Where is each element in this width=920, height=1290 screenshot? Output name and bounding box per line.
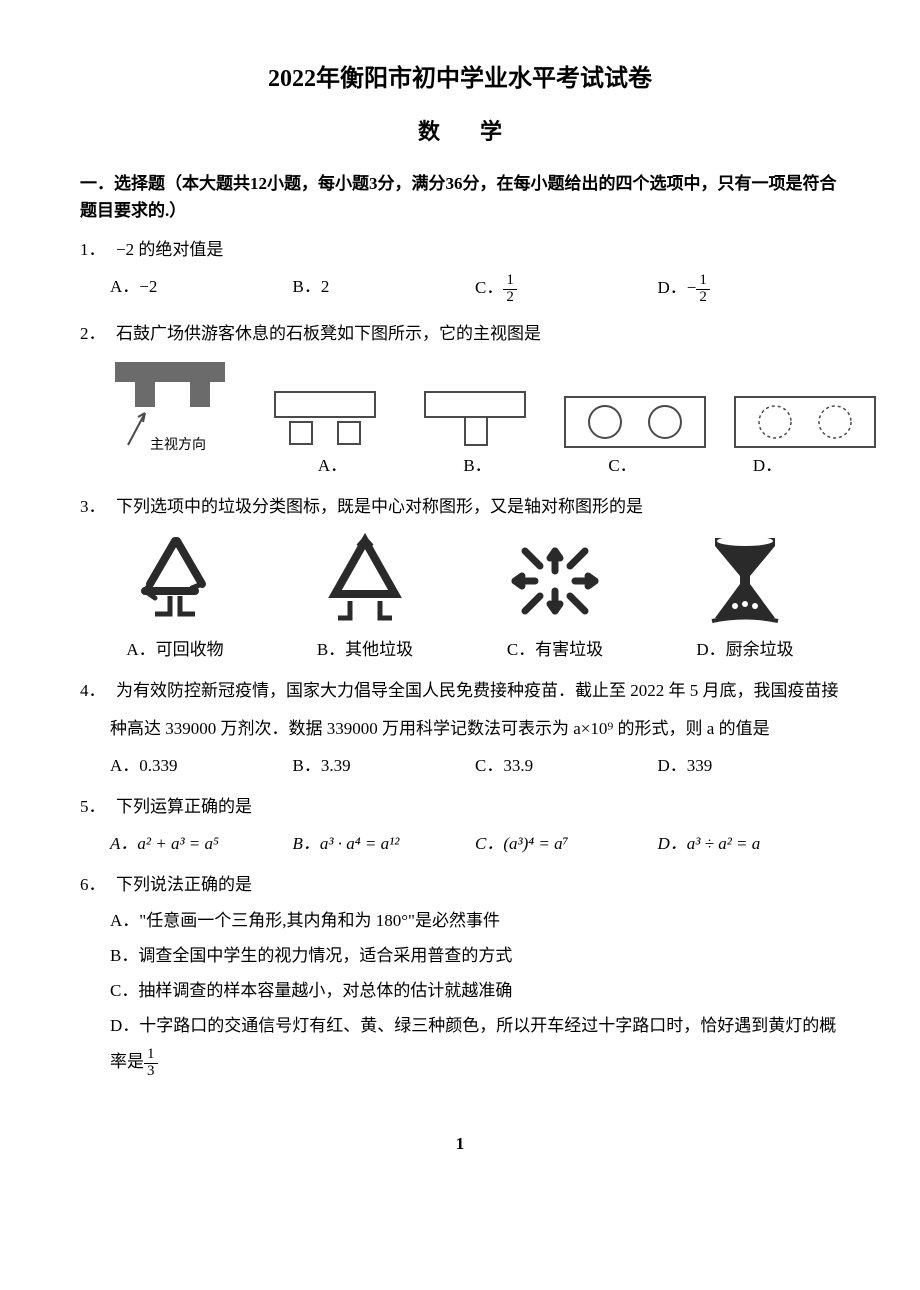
q6-stem: 下列说法正确的是 bbox=[116, 871, 252, 898]
q2-choice-c: C． bbox=[550, 452, 695, 479]
q4-stem1: 为有效防控新冠疫情，国家大力倡导全国人民免费接种疫苗．截止至 2022 年 5 … bbox=[116, 677, 839, 704]
q5-choice-d: D．a³ ÷ a² = a bbox=[658, 830, 841, 857]
q2-option-a-fig bbox=[260, 382, 390, 452]
question-6: 6． 下列说法正确的是 A．"任意画一个三角形,其内角和为 180°"是必然事件… bbox=[80, 871, 840, 1079]
q2-main-label: 主视方向 bbox=[150, 437, 206, 452]
q3-choice-b: B．其他垃圾 bbox=[317, 636, 413, 663]
subject-label: 数学 bbox=[80, 114, 840, 149]
q4-stem2: 种高达 339000 万剂次．数据 339000 万用科学记数法可表示为 a×1… bbox=[110, 715, 840, 742]
q2-main-figure: 主视方向 bbox=[110, 357, 240, 452]
q6-choice-d1: D．十字路口的交通信号灯有红、黄、绿三种颜色，所以开车经过十字路口时，恰好遇到黄… bbox=[110, 1012, 840, 1039]
question-5: 5． 下列运算正确的是 A．a² + a³ = a⁵ B．a³ · a⁴ = a… bbox=[80, 793, 840, 857]
question-4: 4． 为有效防控新冠疫情，国家大力倡导全国人民免费接种疫苗．截止至 2022 年… bbox=[80, 677, 840, 779]
q4-choice-d: D．339 bbox=[658, 752, 841, 779]
q2-choice-d: D． bbox=[695, 452, 840, 479]
q4-choice-b: B．3.39 bbox=[293, 752, 476, 779]
exam-title: 2022年衡阳市初中学业水平考试试卷 bbox=[80, 60, 840, 98]
q3-icon-c: C．有害垃圾 bbox=[460, 526, 650, 663]
question-2: 2． 石鼓广场供游客休息的石板凳如下图所示，它的主视图是 主视方向 A． B． bbox=[80, 320, 840, 479]
q1-choice-a: A．−2 bbox=[110, 273, 293, 306]
q5-stem: 下列运算正确的是 bbox=[116, 793, 252, 820]
q6-num: 6． bbox=[80, 871, 108, 898]
q5-num: 5． bbox=[80, 793, 108, 820]
q1-choice-d: D．−12 bbox=[658, 273, 841, 306]
q2-num: 2． bbox=[80, 320, 108, 347]
q3-choice-a: A．可回收物 bbox=[126, 636, 223, 663]
q6-choice-a: A．"任意画一个三角形,其内角和为 180°"是必然事件 bbox=[110, 907, 840, 934]
q5-choice-c: C．(a³)⁴ = a⁷ bbox=[475, 830, 658, 857]
q2-choice-a: A． bbox=[260, 452, 405, 479]
q6-choice-b: B．调查全国中学生的视力情况，适合采用普查的方式 bbox=[110, 942, 840, 969]
q3-icon-a: A．可回收物 bbox=[80, 526, 270, 663]
page-number: 1 bbox=[80, 1130, 840, 1157]
q3-icon-d: D．厨余垃圾 bbox=[650, 526, 840, 663]
q2-option-c-fig bbox=[560, 392, 710, 452]
q6-choice-c: C．抽样调查的样本容量越小，对总体的估计就越准确 bbox=[110, 977, 840, 1004]
q4-choice-c: C．33.9 bbox=[475, 752, 658, 779]
q4-num: 4． bbox=[80, 677, 108, 704]
q6-choice-d2: 率是13 bbox=[110, 1047, 840, 1080]
q3-choice-d: D．厨余垃圾 bbox=[696, 636, 793, 663]
q1-choice-b: B．2 bbox=[293, 273, 476, 306]
q2-stem: 石鼓广场供游客休息的石板凳如下图所示，它的主视图是 bbox=[116, 320, 541, 347]
q2-option-b-fig bbox=[410, 382, 540, 452]
question-3: 3． 下列选项中的垃圾分类图标，既是中心对称图形，又是轴对称图形的是 A．可回收… bbox=[80, 493, 840, 663]
q3-choice-c: C．有害垃圾 bbox=[507, 636, 603, 663]
q2-option-d-fig bbox=[730, 392, 880, 452]
q5-choice-a: A．a² + a³ = a⁵ bbox=[110, 830, 293, 857]
q3-stem: 下列选项中的垃圾分类图标，既是中心对称图形，又是轴对称图形的是 bbox=[116, 493, 643, 520]
q5-choice-b: B．a³ · a⁴ = a¹² bbox=[293, 830, 476, 857]
question-1: 1． −2 的绝对值是 A．−2 B．2 C．12 D．−12 bbox=[80, 236, 840, 306]
q4-choice-a: A．0.339 bbox=[110, 752, 293, 779]
section-head: 一．选择题（本大题共12小题，每小题3分，满分36分，在每小题给出的四个选项中，… bbox=[80, 170, 840, 224]
q3-num: 3． bbox=[80, 493, 108, 520]
q1-stem: −2 的绝对值是 bbox=[116, 236, 223, 263]
q2-choice-b: B． bbox=[405, 452, 550, 479]
q1-num: 1． bbox=[80, 236, 108, 263]
q1-choice-c: C．12 bbox=[475, 273, 658, 306]
q3-icon-b: B．其他垃圾 bbox=[270, 526, 460, 663]
